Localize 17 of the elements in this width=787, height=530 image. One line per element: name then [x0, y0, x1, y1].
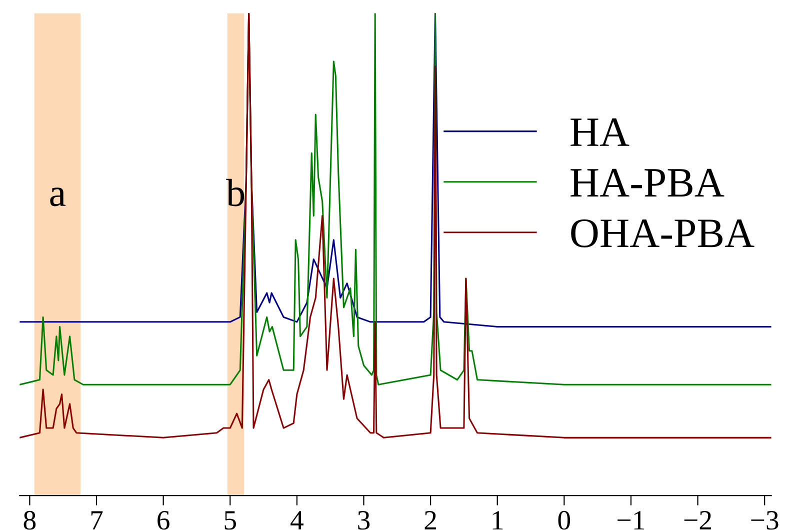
x-tick-label: 5 — [224, 511, 236, 530]
legend-label: OHA-PBA — [571, 219, 754, 248]
x-tick-label: 6 — [158, 511, 170, 530]
x-tick-label: 3 — [358, 511, 370, 530]
legend-label: HA — [570, 118, 630, 146]
x-tick-label: −3 — [751, 511, 778, 530]
band-label: a — [50, 188, 66, 206]
x-tick-label: −1 — [618, 511, 644, 530]
x-tick-label: 4 — [290, 511, 304, 530]
legend-label: HA-PBA — [570, 168, 724, 197]
x-tick-label: −2 — [684, 511, 712, 530]
x-tick-label: 2 — [424, 511, 436, 530]
x-tick-label: 8 — [24, 510, 36, 530]
band-label: b — [226, 178, 244, 206]
x-tick-label: 7 — [91, 511, 103, 530]
x-tick-label: 1 — [492, 511, 503, 530]
x-tick-label: 0 — [558, 510, 570, 530]
